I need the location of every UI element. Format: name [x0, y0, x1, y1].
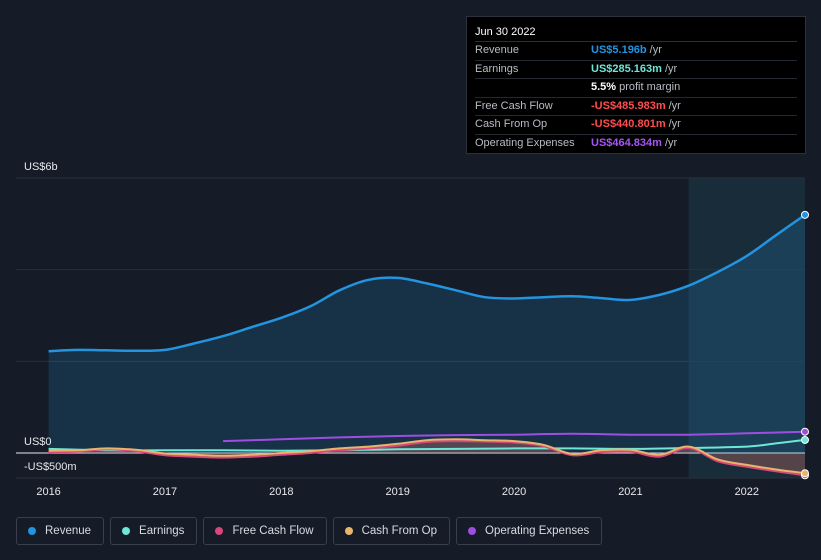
tooltip-unit: /yr	[668, 99, 681, 112]
tooltip-value: US$285.163m	[591, 62, 662, 75]
tooltip-value: US$5.196b	[591, 44, 647, 56]
revenue-endpoint	[801, 210, 809, 219]
tooltip-row-earnings: Earnings US$285.163m /yr	[475, 61, 797, 79]
x-tick-label: 2017	[153, 486, 177, 498]
legend-item-revenue[interactable]: Revenue	[16, 517, 105, 545]
tooltip-label: Cash From Op	[475, 118, 548, 130]
x-tick-label: 2022	[735, 486, 759, 498]
earnings-dot-icon	[122, 527, 131, 535]
legend-label: Earnings	[139, 525, 185, 537]
tooltip-label: Free Cash Flow	[475, 99, 553, 112]
tooltip-unit: profit margin	[619, 81, 681, 93]
free-cash-flow-area	[48, 441, 806, 476]
tooltip-label: Earnings	[475, 62, 519, 75]
tooltip-value: -US$485.983m	[591, 99, 666, 112]
legend-label: Revenue	[45, 525, 92, 537]
legend-label: Cash From Op	[361, 525, 438, 537]
x-tick-label: 2021	[618, 486, 642, 498]
tooltip-row-free-cash-flow: Free Cash Flow -US$485.983m /yr	[475, 98, 797, 116]
tooltip-unit: /yr	[649, 44, 662, 56]
cash-from-op-endpoint	[801, 469, 809, 478]
legend: Revenue Earnings Free Cash Flow Cash Fro…	[16, 517, 603, 545]
x-tick-label: 2019	[385, 486, 409, 498]
earnings-endpoint	[801, 435, 809, 444]
cash-from-op-area	[48, 439, 806, 474]
earnings-line	[48, 438, 806, 452]
revenue-line	[48, 213, 806, 353]
tooltip-row-revenue: Revenue US$5.196b /yr	[475, 42, 797, 61]
tooltip-unit: /yr	[664, 62, 678, 75]
operating-expenses-endpoint	[801, 427, 809, 436]
free-cash-flow-line	[48, 440, 806, 477]
legend-label: Operating Expenses	[485, 525, 590, 537]
tooltip-row-profit-margin: 5.5% profit margin	[475, 79, 797, 98]
revenue-area	[48, 214, 806, 453]
free-cash-flow-dot-icon	[215, 527, 224, 535]
tooltip-label: Revenue	[475, 44, 520, 56]
y-axis-zero-label: US$0	[24, 436, 52, 448]
tooltip-value: -US$440.801m	[591, 118, 666, 130]
cash-from-op-line	[48, 438, 806, 475]
tooltip-value: 5.5%	[591, 81, 617, 93]
legend-item-cash-from-op[interactable]: Cash From Op	[332, 517, 451, 545]
legend-label: Free Cash Flow	[232, 525, 314, 537]
tooltip-label: Operating Expenses	[475, 136, 575, 149]
tooltip-row-operating-expenses: Operating Expenses US$464.834m /yr	[475, 135, 797, 153]
revenue-dot-icon	[28, 527, 36, 535]
legend-item-free-cash-flow[interactable]: Free Cash Flow	[203, 517, 327, 545]
x-tick-label: 2018	[269, 486, 293, 498]
tooltip-label	[475, 79, 591, 97]
tooltip-date: Jun 30 2022	[475, 23, 797, 42]
operating-expenses-line	[223, 430, 806, 443]
x-tick-label: 2016	[36, 486, 60, 498]
tooltip-value: US$464.834m	[591, 136, 662, 149]
tooltip-row-cash-from-op: Cash From Op -US$440.801m /yr	[475, 116, 797, 135]
tooltip-unit: /yr	[668, 118, 681, 130]
y-axis-top-label: US$6b	[24, 161, 58, 173]
tooltip: Jun 30 2022 Revenue US$5.196b /yr Earnin…	[466, 16, 806, 154]
tooltip-unit: /yr	[664, 136, 678, 149]
legend-item-earnings[interactable]: Earnings	[110, 517, 198, 545]
x-tick-label: 2020	[502, 486, 526, 498]
y-axis-bottom-label: -US$500m	[24, 461, 77, 473]
legend-item-operating-expenses[interactable]: Operating Expenses	[456, 517, 603, 545]
operating-expenses-dot-icon	[468, 527, 477, 535]
cash-from-op-dot-icon	[344, 527, 353, 535]
